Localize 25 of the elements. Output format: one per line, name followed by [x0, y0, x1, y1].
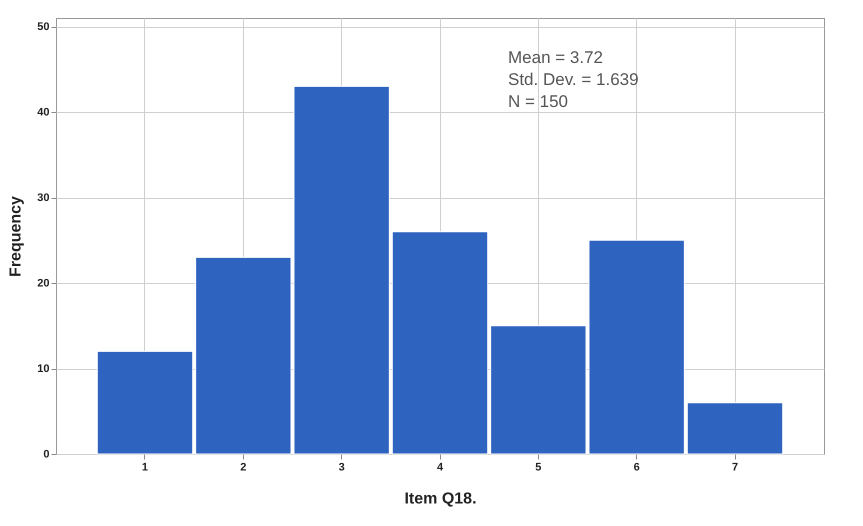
x-tick-label: 4: [436, 462, 444, 474]
annotation: Std. Dev. = 1.639: [508, 70, 639, 89]
y-tick-label: 40: [37, 106, 50, 119]
y-tick-label: 50: [37, 21, 50, 34]
x-tick-label: 3: [338, 462, 345, 474]
y-tick-label: 0: [43, 448, 50, 460]
bar: [293, 86, 390, 454]
x-axis-title: Item Q18.: [404, 490, 477, 508]
y-tick-label: 10: [37, 363, 50, 376]
x-tick-label: 2: [240, 462, 246, 474]
y-tick-label: 20: [37, 278, 50, 290]
x-tick-label: 6: [634, 462, 640, 474]
annotation: N = 150: [508, 92, 568, 111]
bar: [588, 240, 685, 454]
annotation: Mean = 3.72: [508, 48, 603, 67]
bar: [490, 325, 587, 454]
x-tick-label: 1: [142, 462, 148, 474]
bar: [392, 231, 488, 454]
bar: [195, 256, 292, 454]
bar: [686, 402, 784, 454]
y-axis-title: Frequency: [7, 196, 24, 277]
x-tick-label: 7: [732, 462, 738, 474]
y-tick-label: 30: [37, 192, 50, 204]
bar: [96, 350, 194, 454]
x-tick-label: 5: [535, 462, 542, 474]
